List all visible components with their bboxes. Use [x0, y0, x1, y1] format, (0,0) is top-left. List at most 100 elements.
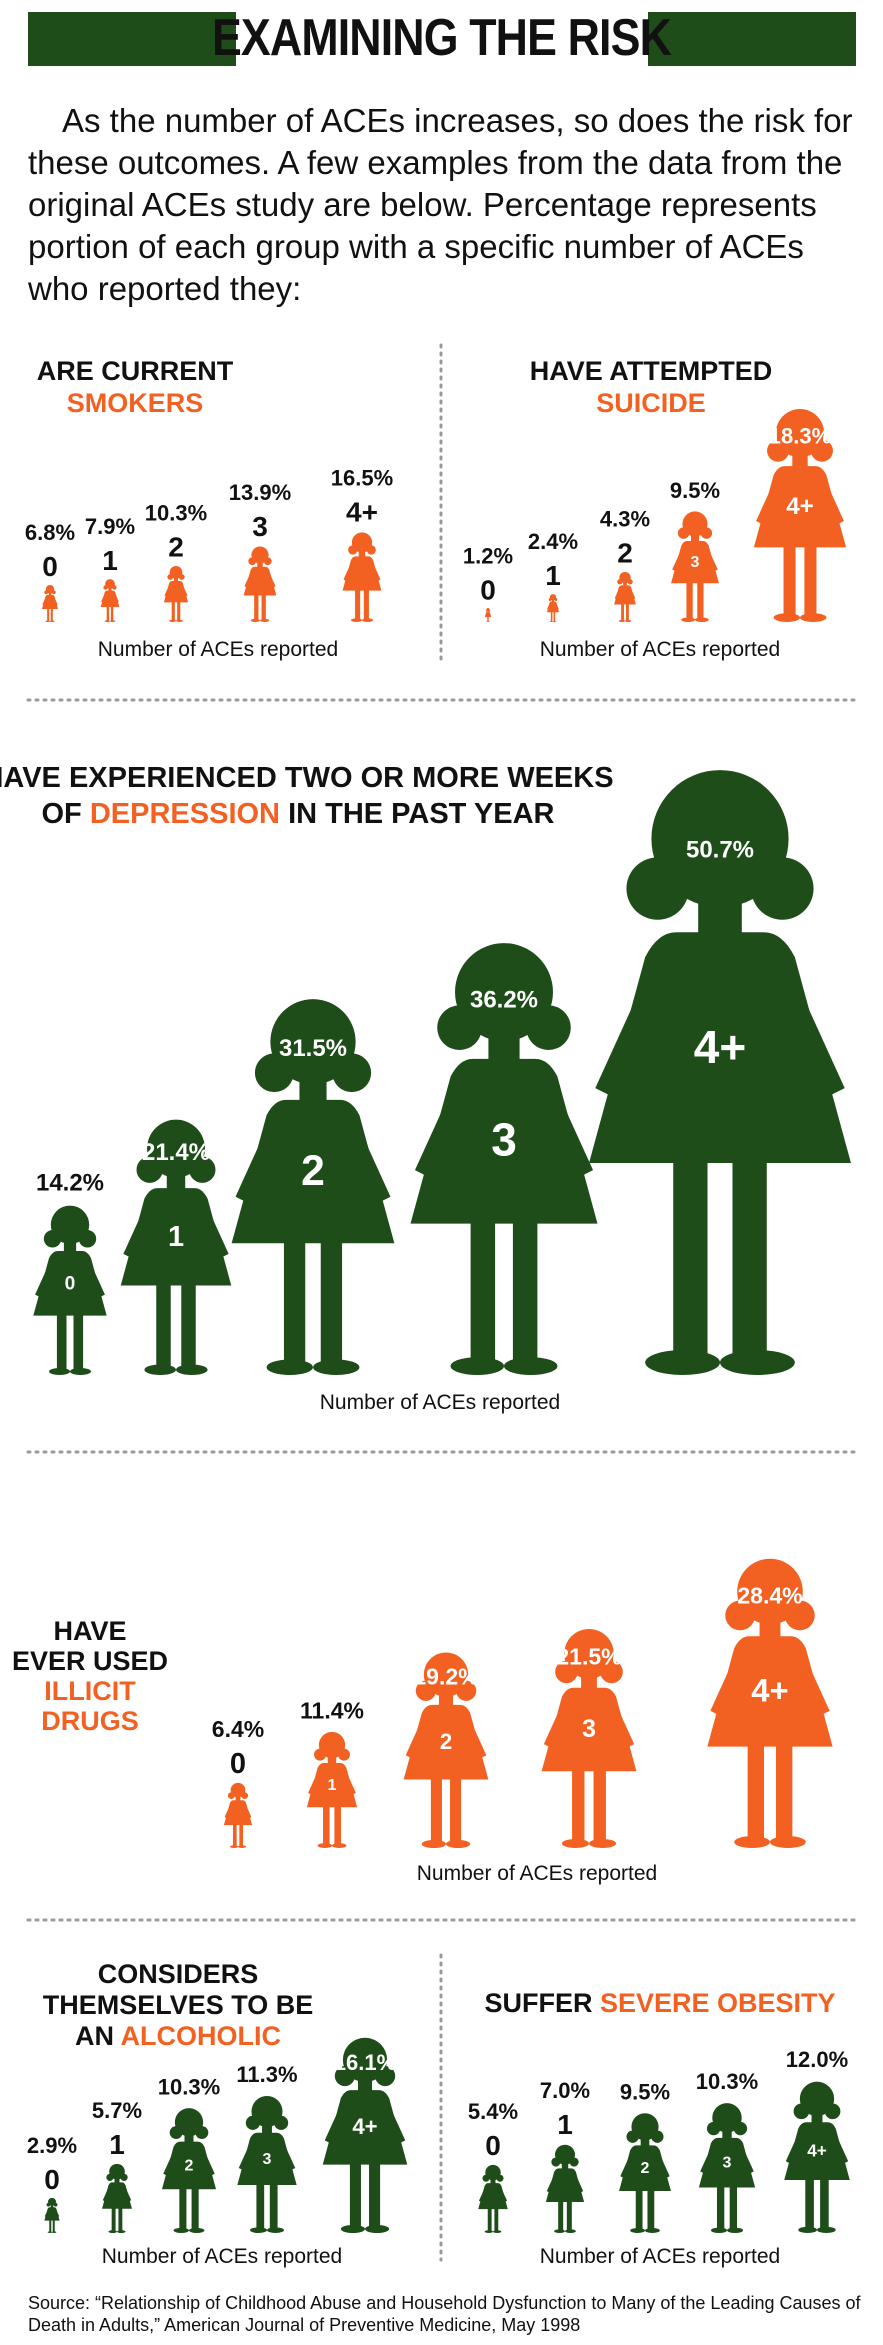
chart-5-category-label-0: 0 — [44, 2164, 60, 2195]
header-bar-left — [28, 12, 236, 66]
chart-4-category-label-2: 2 — [440, 1729, 452, 1754]
chart-5-value-label-1: 5.7% — [92, 2098, 142, 2123]
chart-1-figure-1 — [100, 579, 120, 622]
chart-5-value-label-4: 16.1% — [334, 2050, 396, 2075]
chart-1-value-label-0: 6.8% — [25, 520, 75, 545]
chart-6-category-label-4: 4+ — [807, 2140, 827, 2160]
chart-3-value-label-2: 31.5% — [279, 1035, 347, 1062]
chart-5-figure-2 — [161, 2108, 217, 2233]
chart-1-category-label-1: 1 — [102, 545, 118, 576]
chart-3-value-label-4: 50.7% — [686, 837, 754, 864]
chart-6-category-label-1: 1 — [557, 2109, 573, 2140]
chart-2-xlabel: Number of ACEs reported — [540, 638, 780, 661]
chart-6-xlabel: Number of ACEs reported — [540, 2245, 780, 2268]
chart-3-category-label-3: 3 — [491, 1114, 517, 1166]
chart-2-figure-1 — [546, 594, 560, 622]
chart-2-figure-3 — [671, 511, 719, 622]
chart-3-category-label-0: 0 — [65, 1273, 76, 1294]
chart-5-value-label-3: 11.3% — [236, 2062, 297, 2087]
chart-4-xlabel: Number of ACEs reported — [417, 1862, 657, 1885]
chart-4-figure-1 — [306, 1731, 358, 1849]
chart-1-category-label-0: 0 — [42, 551, 58, 582]
chart-3-title: HAVE EXPERIENCED TWO OR MORE WEEKS OF DEP… — [0, 762, 614, 830]
chart-1-figure-0 — [42, 585, 58, 622]
chart-3-figure-2 — [231, 999, 395, 1375]
chart-2-value-label-1: 2.4% — [528, 529, 578, 554]
chart-4-figure-2 — [403, 1652, 489, 1848]
page-title: EXAMINING THE RISK — [211, 9, 672, 67]
chart-1-xlabel: Number of ACEs reported — [98, 638, 338, 661]
chart-3-value-label-0: 14.2% — [36, 1169, 104, 1196]
chart-5-title: CONSIDERS THEMSELVES TO BE AN ALCOHOLIC — [43, 1959, 314, 2051]
chart-5-category-label-3: 3 — [263, 2151, 272, 2168]
chart-6-value-label-0: 5.4% — [468, 2099, 518, 2124]
chart-4-value-label-2: 19.2% — [413, 1664, 478, 1690]
chart-6-figure-1 — [545, 2144, 585, 2233]
chart-4-category-label-3: 3 — [582, 1716, 596, 1743]
chart-6-category-label-0: 0 — [485, 2130, 501, 2161]
chart-3-figure-4plus — [589, 770, 851, 1375]
chart-1-title: ARE CURRENT SMOKERS — [37, 356, 234, 418]
chart-6-figure-4plus — [784, 2081, 850, 2233]
chart-1-value-label-2: 10.3% — [145, 500, 207, 525]
chart-3-figure-1 — [120, 1119, 232, 1375]
chart-2-category-label-1: 1 — [545, 560, 561, 591]
chart-4-figure-0 — [223, 1782, 253, 1848]
chart-2-figure-2 — [614, 571, 636, 622]
intro-text: As the number of ACEs increases, so does… — [28, 102, 853, 307]
source-citation: Source: “Relationship of Childhood Abuse… — [28, 2293, 861, 2335]
chart-1-category-label-2: 2 — [168, 531, 184, 562]
chart-2-value-label-4: 18.3% — [769, 423, 831, 448]
chart-4-category-label-1: 1 — [328, 1777, 337, 1794]
chart-3-category-label-2: 2 — [301, 1147, 325, 1195]
chart-4-value-label-3: 21.5% — [556, 1643, 621, 1669]
chart-5-category-label-4: 4+ — [352, 2114, 377, 2139]
chart-4-figure-3 — [541, 1629, 637, 1848]
chart-2-value-label-3: 9.5% — [670, 478, 720, 503]
chart-6-figure-2 — [619, 2113, 671, 2233]
chart-6-figure-3 — [698, 2103, 756, 2233]
chart-5-figure-3 — [237, 2095, 297, 2233]
chart-2-figure-4plus — [753, 408, 847, 622]
chart-3-xlabel: Number of ACEs reported — [320, 1391, 560, 1414]
chart-3-value-label-3: 36.2% — [470, 986, 538, 1013]
chart-1-value-label-3: 13.9% — [229, 480, 291, 505]
chart-4-value-label-1: 11.4% — [300, 1697, 364, 1723]
chart-3-value-label-1: 21.4% — [142, 1139, 210, 1166]
chart-3-category-label-1: 1 — [168, 1221, 184, 1253]
chart-5-xlabel: Number of ACEs reported — [102, 2245, 342, 2268]
chart-5-value-label-2: 10.3% — [158, 2074, 220, 2099]
chart-6-category-label-3: 3 — [723, 2155, 732, 2172]
chart-5-figure-0 — [44, 2197, 60, 2233]
chart-6-value-label-4: 12.0% — [786, 2047, 848, 2072]
chart-1-figure-3 — [243, 546, 277, 622]
chart-1-category-label-3: 3 — [252, 511, 268, 542]
chart-2-value-label-0: 1.2% — [463, 544, 513, 569]
chart-4-figure-4plus — [707, 1558, 833, 1848]
chart-1-value-label-4: 16.5% — [331, 466, 393, 491]
chart-1-category-label-4: 4+ — [346, 497, 378, 528]
chart-1-figure-4plus — [342, 532, 382, 622]
chart-3-figure-0 — [33, 1205, 107, 1375]
chart-4-category-label-4: 4+ — [751, 1672, 788, 1709]
chart-2-value-label-2: 4.3% — [600, 506, 650, 531]
chart-5-value-label-0: 2.9% — [27, 2133, 77, 2158]
header: EXAMINING THE RISK — [0, 0, 883, 72]
chart-2-title: HAVE ATTEMPTED SUICIDE — [530, 356, 773, 418]
header-bar-right — [648, 12, 856, 66]
chart-5-figure-1 — [102, 2163, 132, 2233]
chart-3-category-label-4: 4+ — [694, 1021, 746, 1073]
chart-4-title: HAVE EVER USED ILLICIT DRUGS — [12, 1616, 168, 1736]
chart-6-value-label-3: 10.3% — [696, 2069, 758, 2094]
chart-4-category-label-0: 0 — [230, 1748, 246, 1780]
chart-2-category-label-0: 0 — [480, 575, 496, 606]
chart-2-category-label-3: 3 — [691, 554, 700, 571]
chart-6-figure-0 — [478, 2164, 508, 2233]
chart-5-figure-4plus — [322, 2037, 408, 2233]
chart-6-value-label-1: 7.0% — [540, 2078, 590, 2103]
chart-6-value-label-2: 9.5% — [620, 2080, 670, 2105]
chart-5-category-label-1: 1 — [109, 2129, 125, 2160]
chart-2-figure-0 — [484, 608, 492, 622]
chart-6-category-label-2: 2 — [641, 2160, 650, 2177]
